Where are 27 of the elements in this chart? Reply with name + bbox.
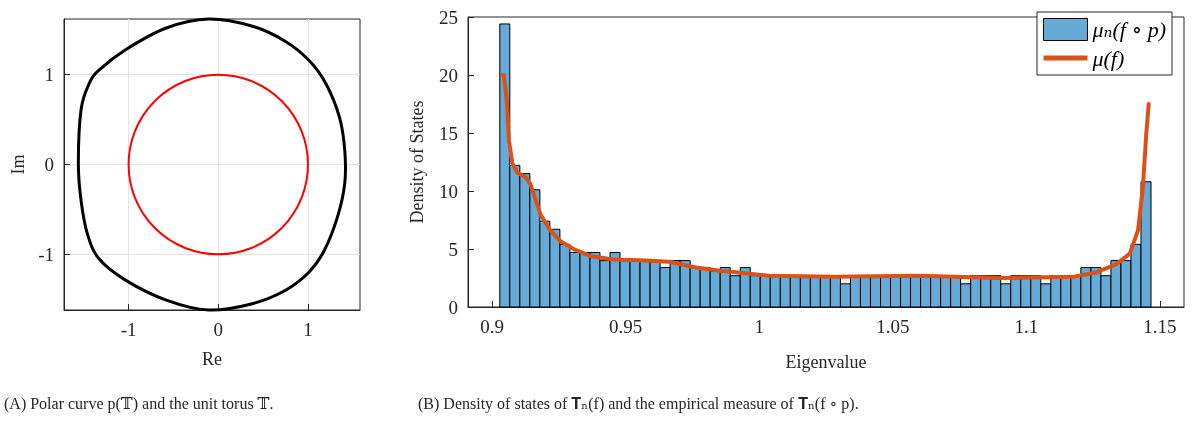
x-tick-label: 1.05 [876, 316, 910, 337]
y-axis-title: Im [8, 154, 29, 175]
y-tick-label: 20 [439, 64, 458, 86]
text: (B) Density of states of 𝐓ₙ(f) and the empirical measure of 𝐓ₙ(f ∘ p). [418, 394, 859, 413]
y-tick-label: 0 [448, 296, 458, 318]
x-axis-title: Re [202, 349, 223, 369]
x-tick-label: 1.15 [1143, 316, 1177, 337]
y-tick-label: 10 [439, 180, 458, 202]
legend-label: μ(f) [1091, 45, 1125, 71]
x-tick-label: -1 [120, 319, 137, 340]
y-axis-title: Density of States [407, 100, 427, 224]
y-tick-label: 25 [439, 6, 458, 28]
y-tick-label: 1 [44, 64, 54, 86]
x-axis-title: Eigenvalue [785, 352, 867, 372]
x-tick-label: 1.1 [1014, 316, 1039, 337]
y-tick-label: 5 [448, 238, 458, 260]
line-series [500, 73, 1151, 280]
y-tick-label: 15 [439, 122, 458, 144]
x-tick-label: 0 [213, 319, 224, 340]
x-tick-label: 1 [303, 319, 313, 340]
legend-label: μₙ(f ∘ p) [1091, 17, 1167, 42]
x-tick-label: 0.95 [609, 316, 643, 337]
text: (A) Polar curve p(𝕋) and the unit torus 𝕋. [4, 394, 274, 413]
y-tick-label: 0 [44, 154, 54, 175]
x-tick-label: 0.9 [480, 316, 504, 337]
x-tick-label: 1 [754, 316, 764, 337]
y-tick-label: -1 [38, 243, 54, 265]
